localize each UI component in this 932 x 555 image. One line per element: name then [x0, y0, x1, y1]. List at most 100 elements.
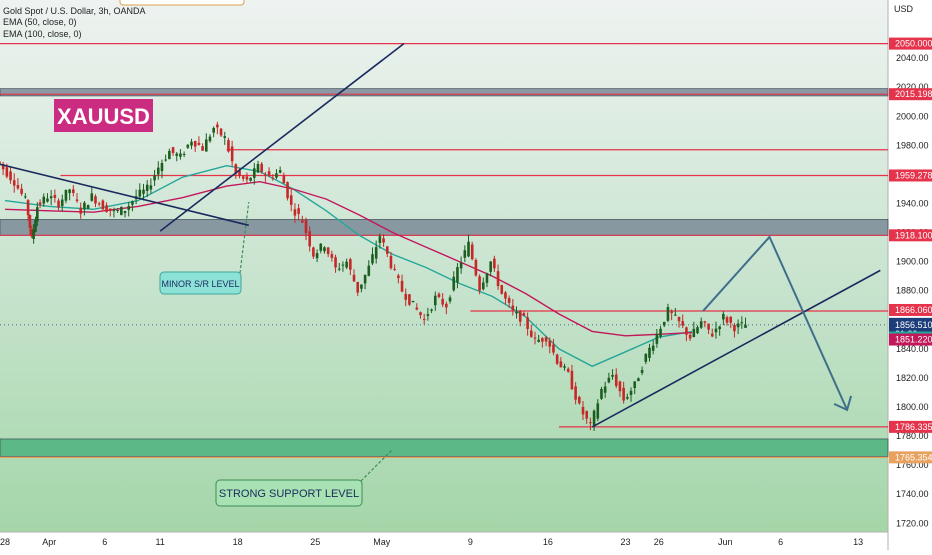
candle-body — [437, 293, 441, 297]
candle-body — [677, 316, 681, 322]
candle-body — [12, 180, 16, 186]
candle-body — [28, 214, 32, 229]
candle-body — [123, 211, 127, 214]
candle-body — [511, 305, 515, 311]
x-tick-label: 26 — [654, 537, 664, 547]
candle-body — [589, 422, 592, 424]
candle-body — [408, 294, 411, 305]
candle-body — [541, 338, 544, 342]
candle-body — [282, 175, 286, 184]
candle-body — [34, 219, 37, 232]
candle-body — [566, 368, 570, 372]
candle-body — [603, 386, 607, 393]
ema50-legend[interactable]: EMA (50, close, 0) — [3, 17, 77, 27]
candle-body — [725, 317, 729, 323]
candle-body — [330, 254, 334, 258]
strong-support-callout — [215, 479, 363, 507]
candle-body — [592, 410, 596, 426]
price-tag-text: 1765.354 — [895, 452, 932, 462]
price-tag-text: 2015.198 — [895, 89, 932, 99]
candle-body — [445, 303, 448, 308]
candle-body — [352, 274, 356, 282]
candle-body — [97, 203, 101, 205]
candle-body — [275, 173, 278, 178]
candle-body — [60, 199, 64, 206]
candle-body — [681, 321, 685, 326]
candle-body — [186, 144, 190, 148]
candle-body — [507, 298, 511, 303]
candle-body — [744, 324, 747, 328]
candle-body — [68, 189, 71, 194]
candle-body — [271, 177, 275, 179]
candle-body — [404, 293, 408, 300]
price-tag — [889, 37, 932, 50]
price-tag — [889, 451, 932, 464]
candle-body — [629, 390, 633, 395]
candle-body — [153, 175, 156, 181]
candle-body — [175, 153, 179, 156]
candle-body — [53, 194, 57, 198]
candle-body — [204, 139, 208, 152]
candle-body — [548, 340, 552, 347]
candle-body — [722, 314, 725, 320]
candle-body — [674, 314, 677, 316]
candle-body — [216, 124, 219, 128]
x-tick-label: 25 — [310, 537, 320, 547]
candle-body — [304, 219, 308, 234]
price-tag-text: 1851.220 — [895, 335, 932, 345]
projection-path — [702, 235, 849, 411]
zone-0 — [0, 88, 889, 97]
candle-body — [552, 344, 555, 353]
candle-body — [578, 396, 581, 404]
candle-body — [374, 247, 378, 259]
price-tag-text: 1866.060 — [895, 305, 932, 315]
candle-body — [256, 163, 260, 173]
candle-body — [496, 271, 500, 287]
x-tick-label: 11 — [155, 537, 164, 547]
candle-body — [83, 202, 86, 210]
candle-body — [223, 136, 227, 138]
ema100-legend[interactable]: EMA (100, close, 0) — [3, 29, 82, 39]
candle-body — [193, 141, 197, 147]
candle-body — [16, 185, 20, 189]
y-tick-label: 1980.00 — [896, 140, 929, 150]
candle-body — [301, 220, 304, 223]
price-tag-text: 1918.100 — [895, 230, 932, 240]
candle-body — [585, 411, 588, 419]
candle-body — [323, 247, 326, 252]
current-price-text: 1856.510 — [895, 320, 932, 330]
candle-body — [101, 200, 105, 210]
candle-body — [611, 374, 614, 377]
candle-body — [581, 406, 585, 415]
y-tick-label: 2000.00 — [896, 111, 929, 121]
candle-body — [201, 146, 204, 151]
candle-body — [26, 200, 30, 216]
candle-body — [400, 280, 404, 292]
candle-body — [112, 210, 116, 212]
symbol-legend[interactable]: Gold Spot / U.S. Dollar, 3h, OANDA — [3, 6, 146, 16]
x-tick-label: May — [373, 537, 391, 547]
candle-body — [467, 241, 470, 257]
candle-body — [441, 298, 444, 305]
price-tag — [889, 229, 932, 242]
candle-body — [86, 205, 90, 209]
candle-body — [478, 276, 481, 291]
candle-body — [452, 276, 456, 291]
candle-body — [485, 273, 489, 283]
candle-body — [710, 333, 714, 337]
candle-body — [648, 347, 651, 358]
projection-arrowhead — [833, 395, 853, 412]
candle-body — [570, 370, 574, 390]
candle-body — [24, 196, 27, 198]
candle-body — [736, 323, 740, 328]
y-tick-label: 1780.00 — [896, 431, 929, 441]
candle-body — [297, 208, 300, 214]
candle-body — [367, 265, 371, 276]
candle-body — [227, 140, 230, 152]
candle-body — [360, 284, 363, 289]
candle-body — [5, 167, 9, 177]
candle-body — [493, 258, 496, 269]
candle-body — [382, 238, 385, 243]
y-tick-label: 1900.00 — [896, 257, 929, 267]
